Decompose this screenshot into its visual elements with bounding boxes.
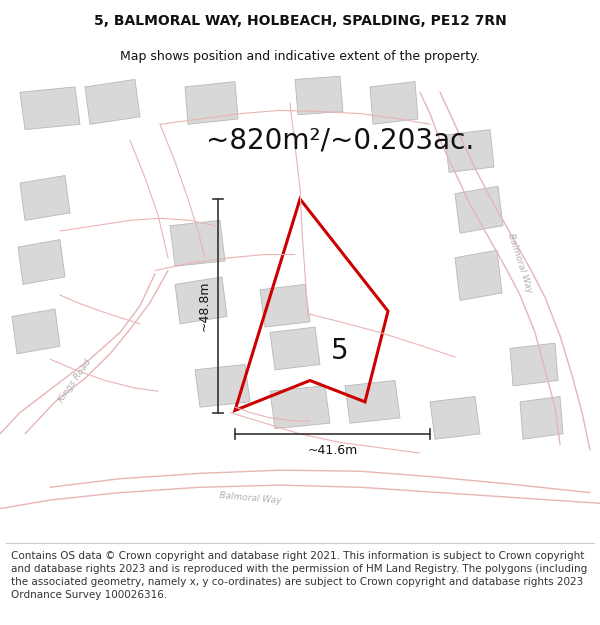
- Polygon shape: [345, 381, 400, 423]
- Polygon shape: [175, 277, 227, 324]
- Text: ~41.6m: ~41.6m: [307, 444, 358, 458]
- Polygon shape: [20, 87, 80, 129]
- Polygon shape: [195, 364, 250, 407]
- Polygon shape: [510, 343, 558, 386]
- Polygon shape: [445, 129, 494, 173]
- Text: Kings Road: Kings Road: [57, 357, 93, 404]
- Text: Contains OS data © Crown copyright and database right 2021. This information is : Contains OS data © Crown copyright and d…: [11, 551, 587, 601]
- Polygon shape: [270, 327, 320, 370]
- Text: 5: 5: [331, 338, 349, 365]
- Polygon shape: [18, 239, 65, 284]
- Polygon shape: [170, 221, 225, 266]
- Text: ~820m²/~0.203ac.: ~820m²/~0.203ac.: [206, 126, 474, 154]
- Polygon shape: [370, 82, 418, 124]
- Polygon shape: [295, 76, 343, 114]
- Polygon shape: [20, 176, 70, 221]
- Polygon shape: [12, 309, 60, 354]
- Polygon shape: [270, 386, 330, 429]
- Polygon shape: [455, 250, 502, 301]
- Text: 5, BALMORAL WAY, HOLBEACH, SPALDING, PE12 7RN: 5, BALMORAL WAY, HOLBEACH, SPALDING, PE1…: [94, 14, 506, 28]
- Polygon shape: [85, 79, 140, 124]
- Polygon shape: [520, 396, 563, 439]
- Polygon shape: [185, 82, 238, 124]
- Text: ~48.8m: ~48.8m: [197, 281, 211, 331]
- Text: Balmoral Way: Balmoral Way: [506, 232, 534, 294]
- Text: Balmoral Way: Balmoral Way: [218, 491, 281, 505]
- Text: Map shows position and indicative extent of the property.: Map shows position and indicative extent…: [120, 50, 480, 63]
- Polygon shape: [430, 396, 480, 439]
- Polygon shape: [260, 284, 310, 327]
- Polygon shape: [455, 186, 503, 233]
